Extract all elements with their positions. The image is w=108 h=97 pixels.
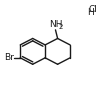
Text: 2: 2 bbox=[58, 24, 63, 30]
Text: Cl: Cl bbox=[88, 5, 97, 14]
Text: NH: NH bbox=[49, 20, 62, 29]
Text: H: H bbox=[87, 8, 94, 17]
Text: Br: Br bbox=[4, 53, 14, 62]
